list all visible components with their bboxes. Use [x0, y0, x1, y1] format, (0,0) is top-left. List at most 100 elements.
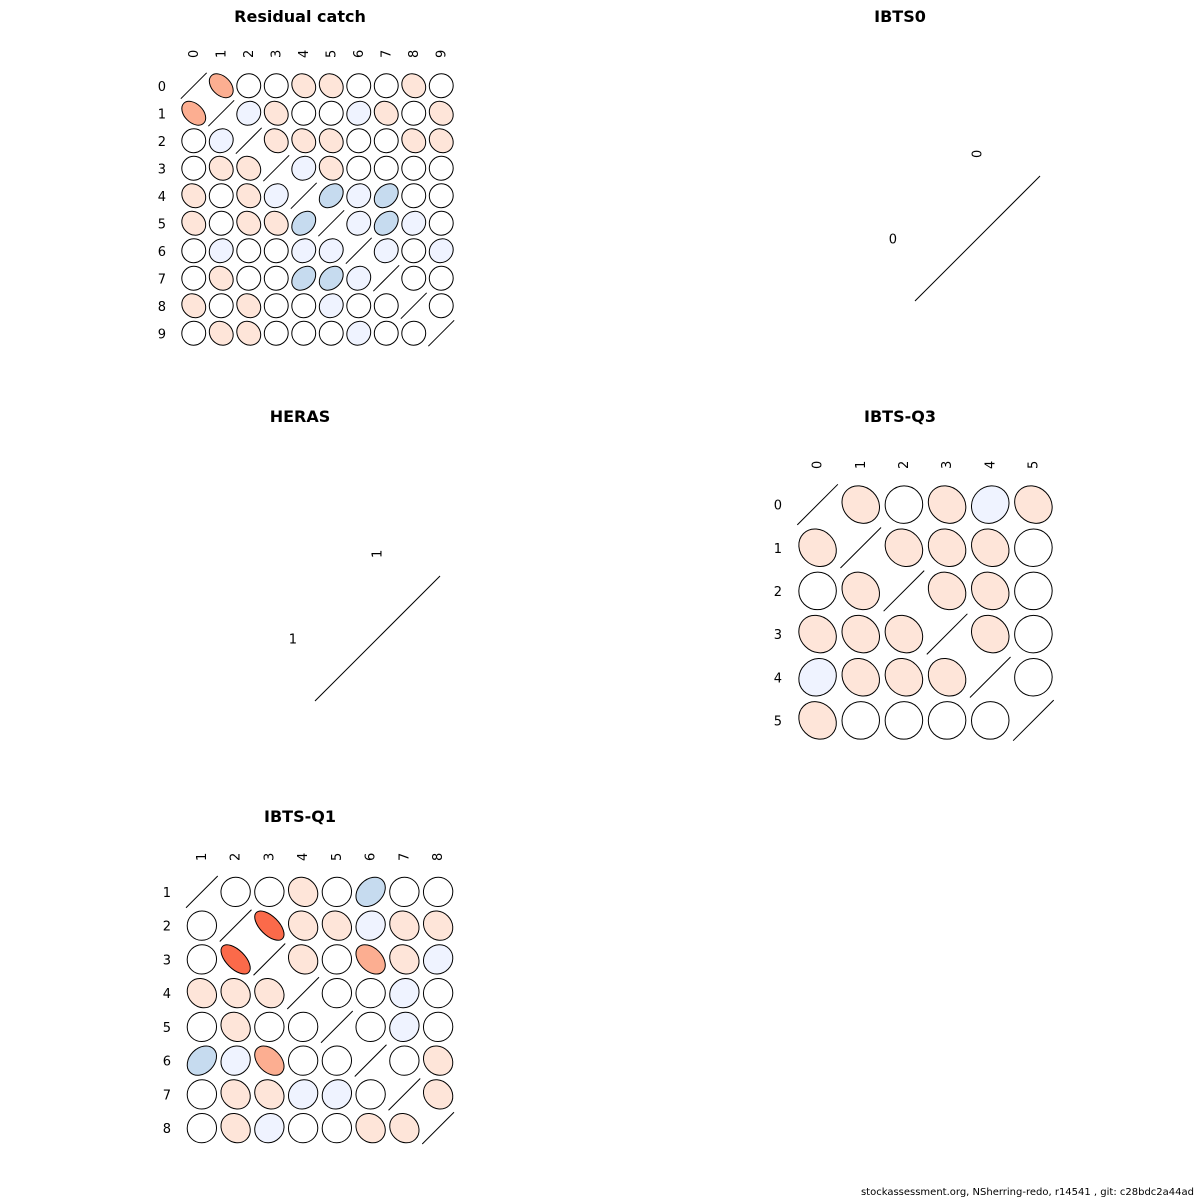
correlation-ellipse	[287, 1112, 319, 1144]
correlation-ellipse	[263, 183, 289, 209]
row-label: 1	[289, 633, 297, 648]
diagonal-line	[185, 875, 219, 909]
correlation-ellipse	[346, 73, 372, 99]
correlation-ellipse	[971, 614, 1010, 654]
correlation-ellipse	[346, 128, 372, 154]
diagonal-line	[840, 527, 882, 569]
correlation-ellipse	[884, 658, 924, 697]
column-label: 0	[187, 50, 202, 58]
correlation-ellipse	[798, 614, 837, 654]
correlation-ellipse	[970, 485, 1010, 524]
correlation-ellipse	[236, 183, 262, 209]
correlation-ellipse	[291, 210, 317, 236]
correlation-ellipse	[422, 1011, 454, 1043]
correlation-ellipse	[291, 128, 317, 154]
correlation-ellipse	[373, 100, 399, 126]
diagonal-line	[345, 237, 373, 265]
column-label: 7	[379, 50, 394, 58]
column-label: 2	[897, 461, 912, 469]
correlation-ellipse	[186, 1112, 218, 1144]
correlation-ellipse	[254, 1112, 285, 1144]
correlation-ellipse	[287, 1079, 319, 1110]
column-label: 9	[434, 50, 449, 58]
correlation-ellipse	[355, 1112, 386, 1144]
correlation-ellipse	[236, 73, 262, 99]
correlation-ellipse	[841, 701, 881, 740]
correlation-ellipse	[355, 876, 386, 908]
correlation-ellipse	[236, 100, 262, 126]
correlation-ellipse	[841, 571, 880, 611]
correlation-ellipse	[428, 100, 454, 126]
correlation-ellipse	[263, 265, 289, 291]
correlation-ellipse	[373, 73, 399, 99]
correlation-ellipse	[220, 1112, 251, 1144]
row-label: 4	[774, 671, 782, 686]
correlation-ellipse	[186, 910, 218, 941]
correlation-ellipse	[254, 977, 285, 1009]
diagonal-line	[1012, 699, 1055, 742]
correlation-ellipse	[181, 293, 207, 319]
row-label: 4	[158, 190, 166, 205]
column-label: 1	[371, 550, 386, 558]
correlation-ellipse	[355, 1079, 386, 1110]
column-label: 2	[229, 853, 244, 861]
row-label: 6	[158, 245, 166, 260]
correlation-ellipse	[208, 238, 234, 264]
correlation-ellipse	[1014, 571, 1053, 611]
correlation-ellipse	[220, 977, 251, 1009]
correlation-ellipse	[346, 320, 372, 346]
row-label: 0	[158, 80, 166, 95]
correlation-ellipse	[373, 320, 399, 346]
correlation-ellipse	[186, 1045, 218, 1076]
correlation-ellipse	[346, 293, 372, 319]
diagonal-line	[926, 613, 968, 655]
correlation-ellipse	[401, 73, 427, 99]
correlation-ellipse	[318, 320, 344, 346]
correlation-ellipse	[236, 155, 262, 181]
row-label: 8	[163, 1122, 171, 1137]
correlation-ellipse	[346, 183, 372, 209]
column-label: 4	[983, 461, 998, 469]
row-label: 3	[163, 953, 171, 968]
diagonal-line	[290, 182, 318, 210]
panel-5: IBTS-Q1 1 1 2 2 3 3 4 4 5 5 6 6 7 7 8 8	[163, 807, 455, 1145]
row-label: 8	[158, 300, 166, 315]
correlation-ellipse	[254, 1079, 285, 1110]
correlation-ellipse	[318, 128, 344, 154]
row-label: 7	[163, 1088, 171, 1103]
correlation-ellipse	[321, 944, 353, 975]
correlation-ellipse	[422, 1045, 454, 1076]
diagonal-line	[388, 1078, 421, 1111]
correlation-ellipse	[208, 265, 234, 291]
diagonal-line	[421, 1111, 455, 1145]
correlation-ellipse	[1014, 485, 1053, 524]
correlation-ellipse	[208, 155, 234, 181]
diagonal-line	[317, 209, 345, 237]
diagonal-line	[314, 575, 441, 702]
correlation-ellipse	[401, 265, 427, 291]
correlation-ellipse	[346, 210, 372, 236]
column-label: 5	[1026, 461, 1041, 469]
correlation-ellipse	[346, 155, 372, 181]
correlation-ellipse	[291, 73, 317, 99]
diagonal-line	[914, 175, 1041, 302]
correlation-ellipse	[181, 265, 207, 291]
correlation-ellipse	[389, 1011, 420, 1043]
correlation-ellipse	[291, 238, 317, 264]
column-label: 8	[407, 50, 422, 58]
correlation-ellipse	[181, 128, 207, 154]
footer-text: stockassessment.org, NSherring-redo, r14…	[860, 1187, 1194, 1198]
correlation-ellipse	[263, 210, 289, 236]
diagonal-line	[219, 909, 252, 942]
diagonal-line	[883, 570, 925, 612]
correlation-ellipse	[318, 183, 344, 209]
correlation-ellipse	[263, 238, 289, 264]
row-label: 2	[163, 920, 171, 935]
correlation-ellipse	[927, 701, 967, 740]
row-label: 6	[163, 1055, 171, 1070]
panel-2: IBTS0 0 0	[874, 7, 1041, 302]
correlation-ellipse	[422, 910, 454, 941]
correlation-ellipse	[389, 944, 420, 975]
correlation-ellipse	[373, 128, 399, 154]
correlation-ellipse	[263, 128, 289, 154]
